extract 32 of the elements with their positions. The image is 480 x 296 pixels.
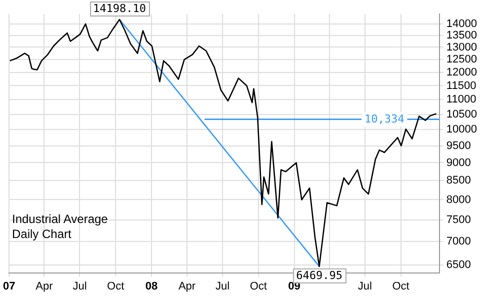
text: Daily Chart [12, 227, 72, 242]
x-tick-label: Jul [358, 280, 372, 292]
y-tick-label: 7000 [446, 236, 471, 248]
y-tick-label: 8000 [446, 194, 471, 206]
y-tick-label: 7500 [446, 214, 471, 226]
x-tick-label: Apr [36, 280, 54, 292]
y-tick-label: 13000 [446, 41, 478, 54]
y-tick-label: 14000 [446, 18, 478, 30]
x-tick-label: 08 [145, 280, 158, 292]
x-tick-label: Oct [392, 280, 410, 292]
annotation: 10,334 [364, 112, 405, 126]
annotation: 6469.95 [296, 268, 342, 282]
text: Industrial Average [12, 212, 108, 227]
x-tick-label: Jul [72, 280, 87, 292]
x-tick-label: 07 [2, 280, 16, 292]
x-tick-label: Apr [178, 280, 196, 292]
y-tick-label: 9500 [446, 140, 471, 152]
y-tick-label: 12000 [446, 66, 478, 78]
y-tick-label: 11500 [446, 80, 476, 92]
x-tick-label: Oct [250, 280, 267, 292]
annotation: 14198.10 [93, 2, 146, 15]
y-tick-label: 12500 [446, 54, 478, 66]
y-tick-label: 10000 [446, 124, 478, 136]
y-tick-label: 8500 [446, 174, 471, 187]
x-tick-label: Oct [107, 280, 124, 292]
y-tick-label: 11000 [446, 94, 476, 106]
x-tick-label: 09 [288, 280, 300, 292]
y-tick-label: 13500 [446, 29, 478, 42]
y-tick-label: 10500 [446, 108, 478, 120]
x-tick-label: Jul [215, 280, 230, 292]
y-tick-label: 9000 [446, 156, 471, 169]
y-tick-label: 6500 [446, 259, 471, 271]
